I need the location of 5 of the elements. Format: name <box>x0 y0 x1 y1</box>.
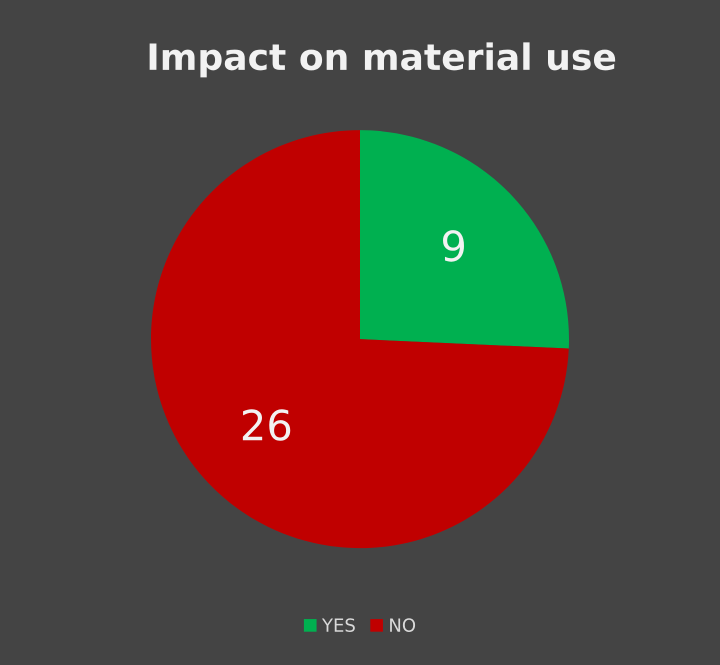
data-label: 26 <box>242 409 290 441</box>
legend-label: NO <box>390 618 416 632</box>
chart-title: Impact on material use <box>150 42 616 78</box>
legend-label: YES <box>322 618 355 632</box>
data-label: 9 <box>443 230 464 262</box>
